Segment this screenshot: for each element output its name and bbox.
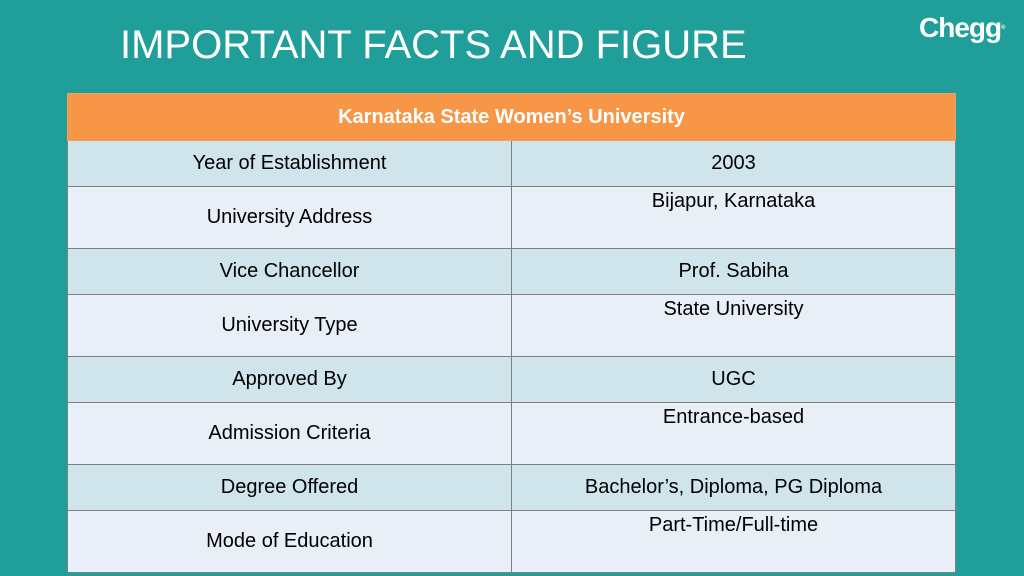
logo-mark: ® <box>1001 25 1006 31</box>
row-key: Vice Chancellor <box>67 248 512 295</box>
row-key: Mode of Education <box>67 510 512 573</box>
table-row: University Address Bijapur, Karnataka <box>67 186 957 249</box>
row-key: University Type <box>67 294 512 357</box>
table-row: Vice Chancellor Prof. Sabiha <box>67 248 957 295</box>
table-row: Approved By UGC <box>67 356 957 403</box>
chegg-logo: Chegg® <box>919 10 1006 46</box>
row-key: Approved By <box>67 356 512 403</box>
row-value: Part-Time/Full-time <box>510 510 957 573</box>
table-row: Admission Criteria Entrance-based <box>67 402 957 465</box>
table-row: Mode of Education Part-Time/Full-time <box>67 510 957 573</box>
facts-table: Karnataka State Women’s University Year … <box>66 93 957 573</box>
table-row: Year of Establishment 2003 <box>67 140 957 187</box>
row-value: Bijapur, Karnataka <box>510 186 957 249</box>
row-key: University Address <box>67 186 512 249</box>
row-key: Year of Establishment <box>67 140 512 187</box>
row-value: Entrance-based <box>510 402 957 465</box>
logo-text: Chegg <box>919 12 1002 43</box>
page-title: IMPORTANT FACTS AND FIGURE <box>120 23 747 67</box>
table-row: University Type State University <box>67 294 957 357</box>
row-value: Bachelor’s, Diploma, PG Diploma <box>510 464 957 511</box>
table-row: Degree Offered Bachelor’s, Diploma, PG D… <box>67 464 957 511</box>
row-key: Admission Criteria <box>67 402 512 465</box>
row-value: UGC <box>510 356 957 403</box>
table-header: Karnataka State Women’s University <box>66 93 957 141</box>
row-value: 2003 <box>510 140 957 187</box>
table-header-row: Karnataka State Women’s University <box>66 93 957 141</box>
row-value: Prof. Sabiha <box>510 248 957 295</box>
row-value: State University <box>510 294 957 357</box>
row-key: Degree Offered <box>67 464 512 511</box>
